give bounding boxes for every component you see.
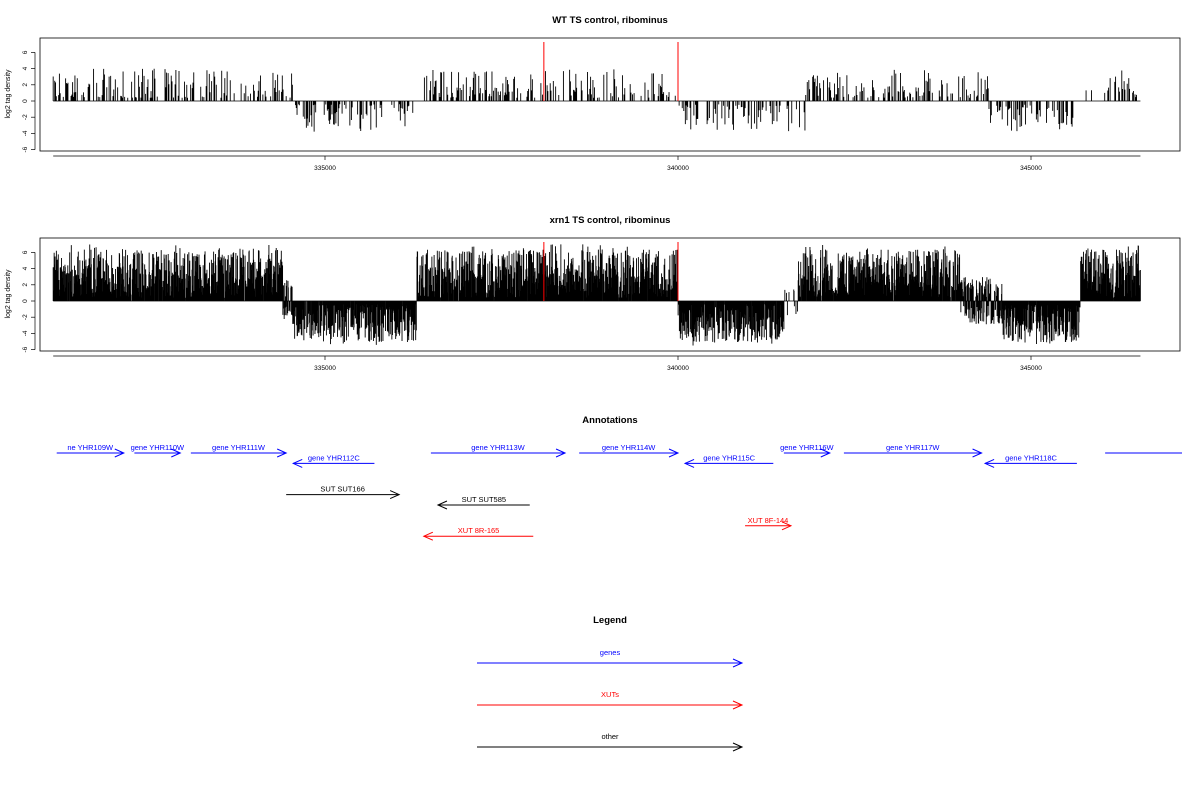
y-tick-label: 2: [22, 283, 29, 287]
annotations-title: Annotations: [582, 415, 637, 426]
xrn1-x-axis: 335000 340000 345000: [53, 355, 1141, 372]
x-tick-label: 340000: [667, 365, 689, 372]
feature-gene-7: gene YHR116W: [780, 443, 835, 458]
xrn1-y-axis-label: log2 tag density: [5, 269, 12, 319]
wt-x-axis: 335000 340000 345000: [53, 155, 1141, 172]
x-tick-label: 340000: [667, 165, 689, 172]
y-tick-label: -6: [22, 146, 29, 152]
feature-xut-14: XUT 8F-144: [745, 516, 793, 531]
y-tick-label: -4: [22, 330, 29, 336]
y-tick-label: 0: [22, 299, 29, 303]
y-tick-label: 0: [22, 99, 29, 103]
annotation-features: ne YHR109W gene YHR110W gene YHR111W gene Y…: [56, 443, 1182, 541]
xrn1-y-axis: 6 4 2 0 -2 -4 -6: [22, 250, 36, 352]
density-bar-series: [52, 68, 1137, 132]
feature-label: gene YHR110W: [131, 443, 185, 452]
feature-gene-0: ne YHR109W: [56, 443, 126, 458]
y-tick-label: 6: [22, 50, 29, 54]
wt-track-panel: WT TS control, ribominus 6 4 2 0 -2 -4 -6 3350…: [5, 15, 1181, 172]
xrn1-marker-lines: [543, 242, 679, 301]
feature-label: SUT SUT166: [320, 485, 364, 494]
density-bar-series: [52, 244, 1141, 346]
legend-label: genes: [600, 648, 621, 657]
feature-gene-4: gene YHR113W: [430, 443, 567, 458]
feature-gene-3: gene YHR112C: [291, 453, 375, 468]
legend-panel: Legend genes XUTs other: [477, 615, 744, 752]
y-tick-label: 6: [22, 250, 29, 254]
x-tick-label: 345000: [1020, 365, 1042, 372]
feature-label: XUT 8F-144: [748, 516, 789, 525]
feature-label: gene YHR113W: [471, 443, 525, 452]
feature-label: ne YHR109W: [67, 443, 114, 452]
wt-track-title: WT TS control, ribominus: [552, 15, 668, 26]
feature-gene-9: gene YHR118C: [983, 453, 1077, 468]
feature-gene-5: gene YHR114W: [579, 443, 680, 458]
legend-item-xut: XUTs: [477, 690, 744, 710]
feature-label: gene YHR114W: [602, 443, 656, 452]
legend-item-other: other: [477, 732, 744, 752]
y-tick-label: 4: [22, 66, 29, 70]
y-tick-label: 4: [22, 266, 29, 270]
xrn1-density-bars: [52, 244, 1141, 346]
x-tick-label: 345000: [1020, 165, 1042, 172]
feature-label: XUT 8R-165: [458, 526, 500, 535]
feature-other-11: SUT SUT166: [286, 485, 401, 500]
feature-label: SUT SUT585: [462, 495, 506, 504]
feature-gene-8: gene YHR117W: [843, 443, 983, 458]
feature-gene-2: gene YHR111W: [190, 443, 288, 458]
feature-xut-13: XUT 8R-165: [422, 526, 534, 541]
y-tick-label: -2: [22, 114, 29, 120]
legend-title: Legend: [593, 615, 627, 626]
y-tick-label: -2: [22, 314, 29, 320]
legend-items: genes XUTs other: [477, 648, 744, 752]
feature-other-12: SUT SUT585: [436, 495, 530, 510]
annotations-panel: Annotations ne YHR109W gene YHR110W gene Y…: [56, 415, 1182, 541]
wt-y-axis-label: log2 tag density: [5, 69, 12, 119]
legend-label: XUTs: [601, 690, 619, 699]
feature-label: gene YHR115C: [703, 453, 755, 462]
feature-gene-6: gene YHR115C: [683, 453, 774, 468]
x-tick-label: 335000: [314, 165, 336, 172]
wt-marker-lines: [543, 42, 679, 101]
feature-gene-1: gene YHR110W: [131, 443, 185, 458]
feature-label: gene YHR111W: [212, 443, 266, 452]
feature-label: gene YHR116W: [780, 443, 834, 452]
wt-plot-frame: [39, 37, 1181, 152]
legend-label: other: [601, 732, 619, 741]
xrn1-track-panel: xrn1 TS control, ribominus 6 4 2 0 -2 -4 -6 33…: [5, 215, 1181, 372]
feature-label: gene YHR112C: [308, 453, 360, 462]
xrn1-plot-frame: [39, 237, 1181, 352]
y-tick-label: -6: [22, 346, 29, 352]
wt-density-bars: [52, 68, 1141, 132]
y-tick-label: 2: [22, 83, 29, 87]
x-tick-label: 335000: [314, 365, 336, 372]
legend-item-gene: genes: [477, 648, 744, 668]
xrn1-track-title: xrn1 TS control, ribominus: [550, 215, 671, 226]
feature-label: gene YHR118C: [1005, 453, 1057, 462]
feature-label: gene YHR117W: [886, 443, 940, 452]
wt-y-axis: 6 4 2 0 -2 -4 -6: [22, 50, 36, 152]
y-tick-label: -4: [22, 130, 29, 136]
